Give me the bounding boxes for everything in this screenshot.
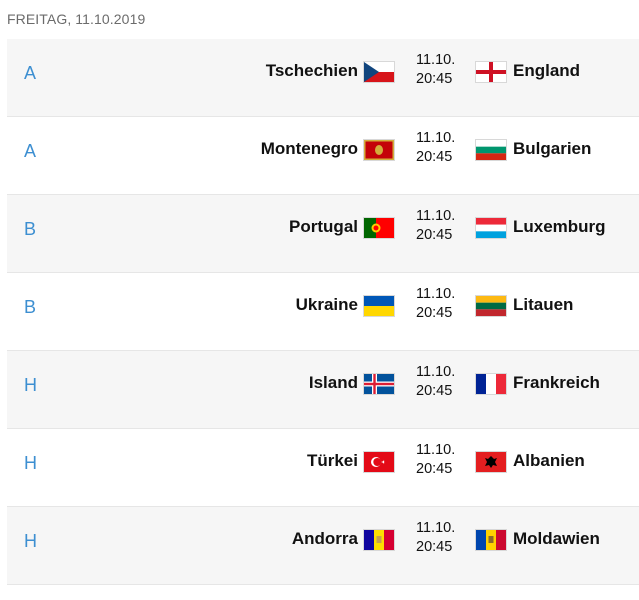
- france-flag-icon: [475, 373, 507, 395]
- match-row[interactable]: H Andorra 11.10. 20:45 Moldawien: [7, 507, 639, 585]
- home-team-name[interactable]: Portugal: [289, 217, 358, 236]
- kickoff-time: 11.10. 20:45: [416, 129, 455, 167]
- kickoff-date: 11.10.: [416, 52, 456, 68]
- kickoff-clock: 20:45: [416, 461, 453, 477]
- match-row[interactable]: H Türkei 11.10. 20:45 Albanien: [7, 429, 639, 507]
- kickoff-clock: 20:45: [416, 227, 453, 243]
- kickoff-clock: 20:45: [416, 539, 453, 555]
- away-team-name[interactable]: Frankreich: [513, 373, 600, 392]
- match-row[interactable]: A Montenegro 11.10. 20:45 Bulgarien: [7, 117, 639, 195]
- home-team-name[interactable]: Montenegro: [260, 139, 358, 158]
- match-row[interactable]: A Tschechien 11.10. 20:45 England: [7, 39, 639, 117]
- ukraine-flag-icon: [363, 295, 395, 317]
- kickoff-time: 11.10. 20:45: [416, 519, 455, 557]
- kickoff-time: 11.10. 20:45: [416, 285, 455, 323]
- kickoff-time: 11.10. 20:45: [416, 363, 455, 401]
- kickoff-time: 11.10. 20:45: [416, 51, 455, 89]
- czech-flag-icon: [363, 61, 395, 83]
- kickoff-time: 11.10. 20:45: [416, 207, 455, 245]
- home-team-name[interactable]: Türkei: [306, 451, 358, 470]
- home-team-name[interactable]: Ukraine: [295, 295, 358, 314]
- kickoff-clock: 20:45: [416, 149, 453, 165]
- montenegro-flag-icon: [363, 139, 395, 161]
- kickoff-date: 11.10.: [416, 520, 456, 536]
- kickoff-clock: 20:45: [416, 305, 453, 321]
- away-team-name[interactable]: Moldawien: [513, 529, 600, 548]
- group-label: B: [24, 297, 37, 317]
- kickoff-date: 11.10.: [416, 286, 456, 302]
- group-label: A: [24, 63, 37, 83]
- home-team-name[interactable]: Andorra: [291, 529, 358, 548]
- match-row[interactable]: B Ukraine 11.10. 20:45 Litauen: [7, 273, 639, 351]
- moldova-flag-icon: [475, 529, 507, 551]
- group-label: H: [24, 453, 37, 473]
- away-team-name[interactable]: Albanien: [513, 451, 585, 470]
- kickoff-date: 11.10.: [416, 442, 456, 458]
- group-label: B: [24, 219, 37, 239]
- andorra-flag-icon: [363, 529, 395, 551]
- england-flag-icon: [475, 61, 507, 83]
- away-team-name[interactable]: England: [513, 61, 581, 80]
- lithuania-flag-icon: [475, 295, 507, 317]
- match-list: A Tschechien 11.10. 20:45 England A Mont…: [7, 39, 639, 585]
- match-row[interactable]: H Island 11.10. 20:45 Frankreich: [7, 351, 639, 429]
- date-header: FREITAG, 11.10.2019: [7, 11, 146, 27]
- kickoff-clock: 20:45: [416, 383, 453, 399]
- away-team-name[interactable]: Bulgarien: [513, 139, 592, 158]
- group-label: H: [24, 375, 37, 395]
- kickoff-date: 11.10.: [416, 364, 456, 380]
- away-team-name[interactable]: Luxemburg: [513, 217, 606, 236]
- portugal-flag-icon: [363, 217, 395, 239]
- away-team-name[interactable]: Litauen: [513, 295, 574, 314]
- match-row[interactable]: B Portugal 11.10. 20:45 Luxemburg: [7, 195, 639, 273]
- kickoff-date: 11.10.: [416, 208, 456, 224]
- home-team-name[interactable]: Island: [308, 373, 358, 392]
- group-label: A: [24, 141, 37, 161]
- kickoff-time: 11.10. 20:45: [416, 441, 455, 479]
- bulgaria-flag-icon: [475, 139, 507, 161]
- home-team-name[interactable]: Tschechien: [265, 61, 358, 80]
- iceland-flag-icon: [363, 373, 395, 395]
- kickoff-date: 11.10.: [416, 130, 456, 146]
- turkey-flag-icon: [363, 451, 395, 473]
- group-label: H: [24, 531, 37, 551]
- luxembourg-flag-icon: [475, 217, 507, 239]
- albania-flag-icon: [475, 451, 507, 473]
- kickoff-clock: 20:45: [416, 71, 453, 87]
